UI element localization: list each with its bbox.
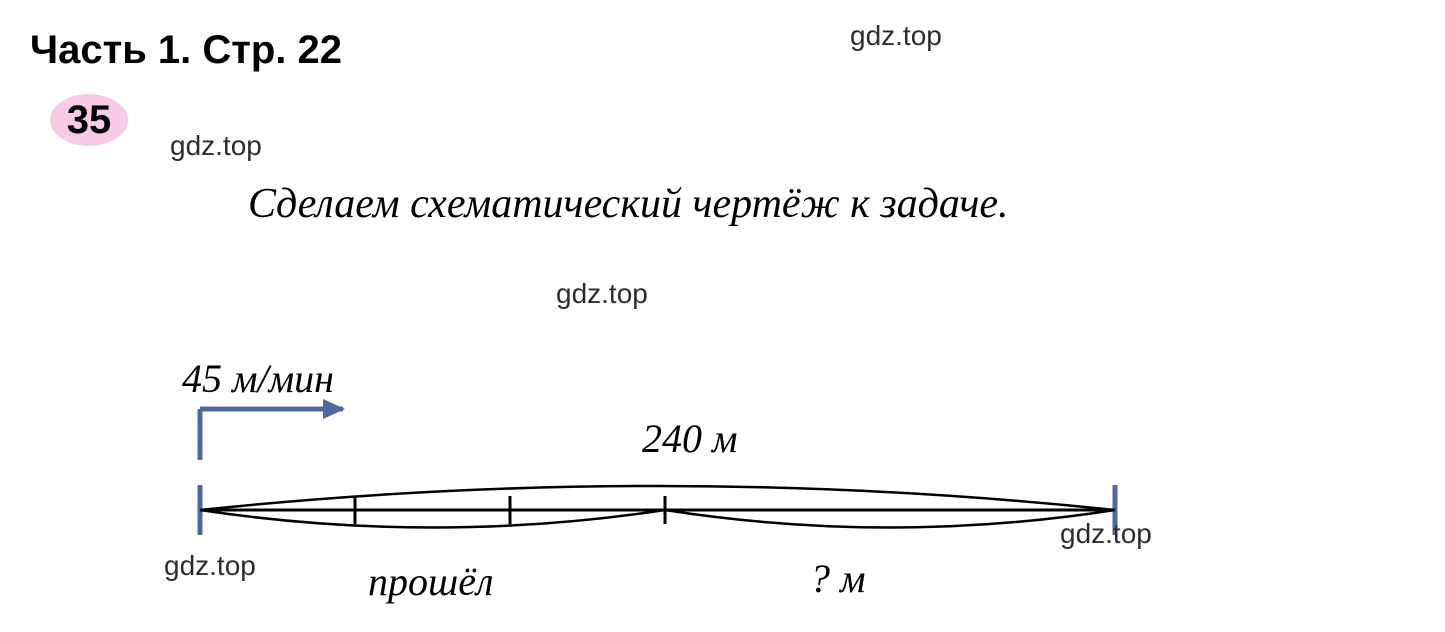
instruction-text: Сделаем схематический чертёж к задаче. (248, 180, 1009, 228)
exercise-number: 35 (67, 98, 112, 143)
watermark: gdz.top (850, 20, 942, 52)
schematic-diagram (180, 395, 1140, 575)
diagram-svg (180, 395, 1140, 575)
exercise-badge: 35 (50, 94, 128, 146)
watermark: gdz.top (1060, 518, 1152, 550)
page-header: Часть 1. Стр. 22 (30, 28, 342, 73)
watermark: gdz.top (164, 550, 256, 582)
watermark: gdz.top (556, 278, 648, 310)
watermark: gdz.top (170, 130, 262, 162)
